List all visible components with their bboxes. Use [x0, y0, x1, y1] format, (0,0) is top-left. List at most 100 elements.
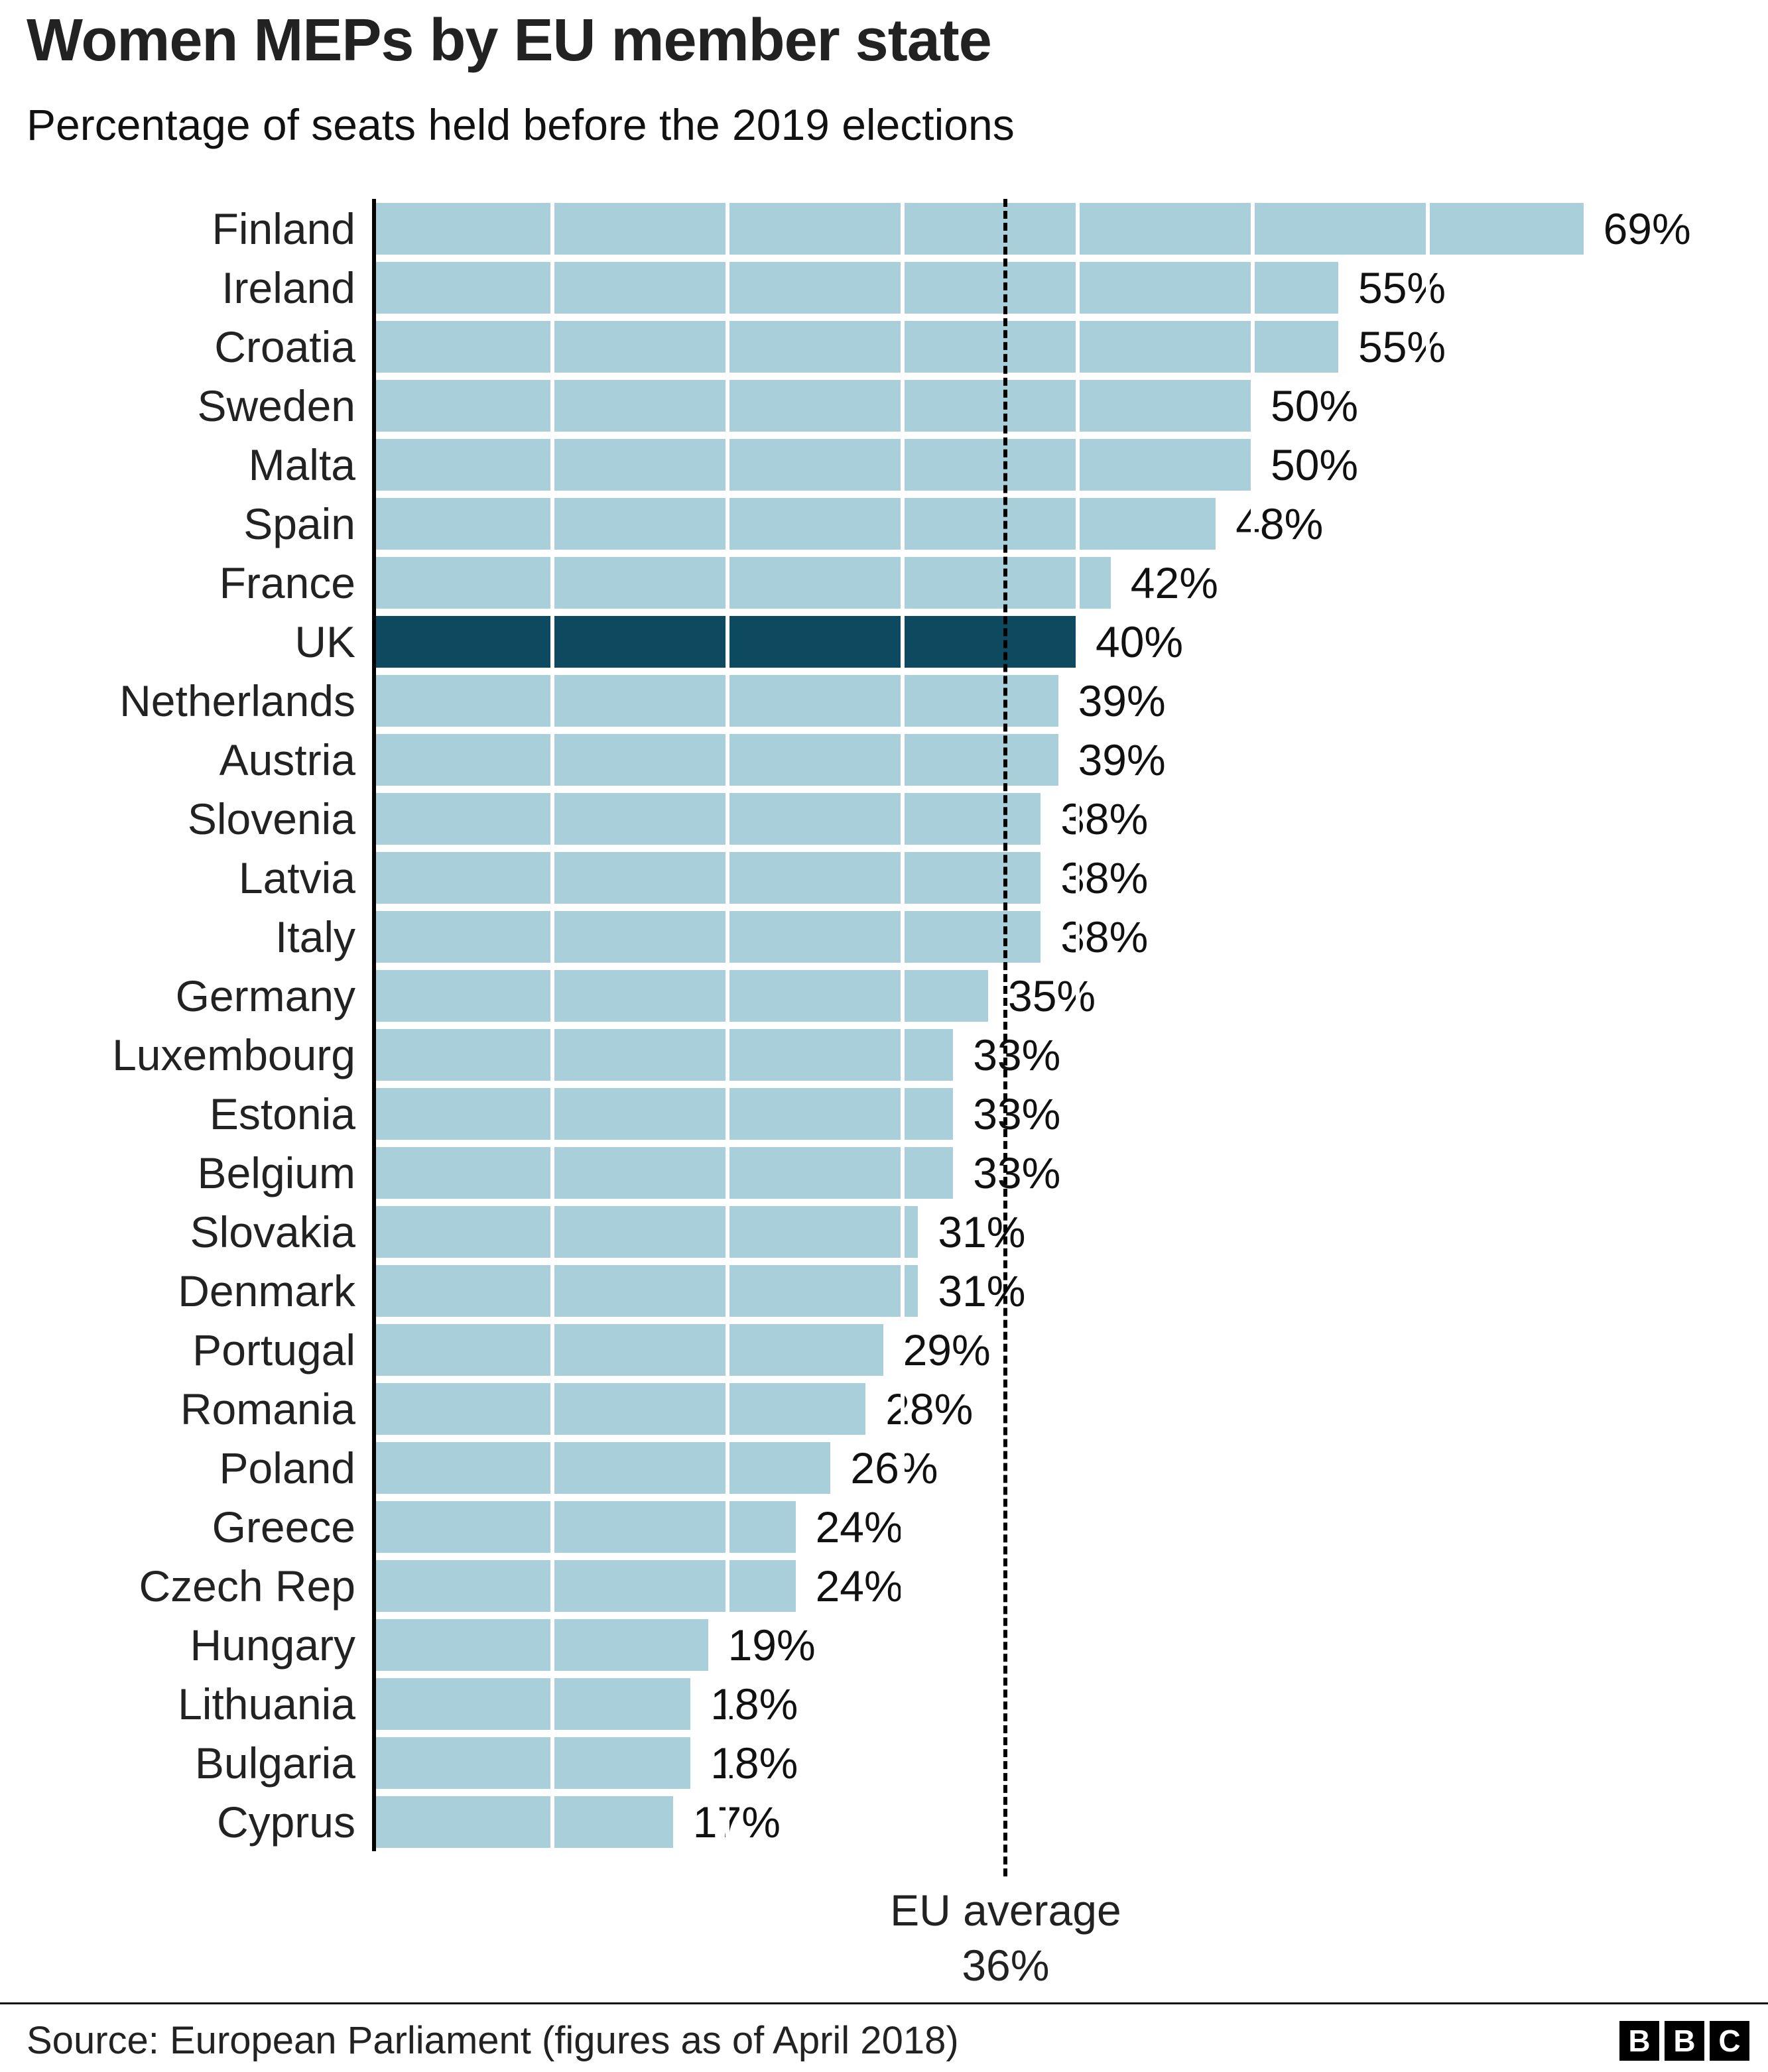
country-label: Germany [175, 971, 355, 1020]
bar-row: Malta 50% [0, 435, 1768, 494]
eu-average-label-text: EU average [890, 1886, 1121, 1935]
country-label: Poland [219, 1443, 355, 1493]
value-label: 55% [1358, 263, 1446, 312]
value-label: 31% [938, 1207, 1026, 1256]
bbc-logo-letter: C [1710, 2021, 1749, 2061]
bar [375, 1500, 796, 1553]
country-label: Estonia [209, 1089, 355, 1138]
country-label: Lithuania [178, 1679, 355, 1729]
value-label: 40% [1096, 617, 1184, 666]
footer-divider [0, 2002, 1768, 2004]
value-label: 50% [1271, 381, 1359, 430]
bar-rows: Finland 69% Ireland 55% Croatia 55% Swed… [0, 199, 1768, 1851]
bar-area: 39% [375, 730, 1768, 789]
bar-row: Italy 38% [0, 907, 1768, 966]
bar [375, 1737, 691, 1789]
bar-row: Estonia 33% [0, 1084, 1768, 1143]
bar [375, 1323, 883, 1376]
bar-row: UK 40% [0, 612, 1768, 671]
country-label: Finland [212, 204, 355, 253]
bar-row: Lithuania 18% [0, 1674, 1768, 1733]
gridline [1076, 199, 1080, 1851]
bar-row: Slovenia 38% [0, 789, 1768, 848]
value-label: 48% [1235, 499, 1324, 548]
chart-title: Women MEPs by EU member state [27, 7, 992, 74]
bar [375, 438, 1251, 491]
value-label: 50% [1271, 440, 1359, 489]
source-text: Source: European Parliament (figures as … [27, 2019, 959, 2062]
gridline [726, 199, 729, 1851]
bar-area: 69% [375, 199, 1768, 258]
country-label: Malta [248, 440, 355, 489]
gridline [901, 199, 905, 1851]
bar-row: Croatia 55% [0, 317, 1768, 376]
country-label: Greece [212, 1502, 355, 1552]
bar-area: 29% [375, 1320, 1768, 1379]
bar [375, 1618, 708, 1671]
value-label: 39% [1078, 676, 1166, 725]
bar-row: Sweden 50% [0, 376, 1768, 435]
bar-row: Portugal 29% [0, 1320, 1768, 1379]
bar-row: Spain 48% [0, 494, 1768, 553]
country-label: Spain [243, 499, 355, 548]
bar-row: France 42% [0, 553, 1768, 612]
value-label: 31% [938, 1266, 1026, 1315]
value-label: 24% [815, 1561, 903, 1611]
bar-area: 26% [375, 1438, 1768, 1497]
value-label: 42% [1130, 558, 1218, 607]
country-label: UK [294, 617, 355, 666]
country-label: Latvia [238, 853, 355, 902]
country-label: Ireland [221, 263, 355, 312]
value-label: 38% [1060, 794, 1149, 843]
bar-chart: Finland 69% Ireland 55% Croatia 55% Swed… [0, 199, 1768, 1876]
value-label: 17% [692, 1797, 781, 1847]
country-label: Portugal [192, 1325, 355, 1374]
bar-area: 50% [375, 435, 1768, 494]
country-label: Denmark [178, 1266, 355, 1315]
bar [375, 261, 1338, 314]
bar [375, 1264, 918, 1317]
country-label: Czech Rep [139, 1561, 356, 1611]
bar-row: Czech Rep 24% [0, 1556, 1768, 1615]
bar-row: Bulgaria 18% [0, 1733, 1768, 1792]
value-label: 28% [885, 1384, 974, 1433]
bbc-logo-letter: B [1665, 2021, 1704, 2061]
bar [375, 910, 1041, 963]
bar-area: 39% [375, 671, 1768, 730]
eu-average-label: EU average 36% [793, 1883, 1218, 1992]
bar [375, 1028, 954, 1081]
bar-area: 33% [375, 1143, 1768, 1202]
bar-row: Hungary 19% [0, 1615, 1768, 1674]
bar-row: Romania 28% [0, 1379, 1768, 1438]
value-label: 26% [850, 1443, 938, 1493]
country-label: France [219, 558, 355, 607]
bar-area: 31% [375, 1261, 1768, 1320]
bbc-logo-letter: B [1619, 2021, 1659, 2061]
value-label: 55% [1358, 322, 1446, 371]
bar-row: Belgium 33% [0, 1143, 1768, 1202]
value-label: 18% [710, 1738, 798, 1788]
bar-area: 48% [375, 494, 1768, 553]
bar-area: 28% [375, 1379, 1768, 1438]
gridline [1426, 199, 1430, 1851]
value-label: 39% [1078, 735, 1166, 784]
bar-row: Poland 26% [0, 1438, 1768, 1497]
country-label: Italy [275, 912, 355, 961]
gridline [550, 199, 554, 1851]
bar-row: Netherlands 39% [0, 671, 1768, 730]
bar-row: Ireland 55% [0, 258, 1768, 317]
bar-area: 33% [375, 1084, 1768, 1143]
bar-row: Austria 39% [0, 730, 1768, 789]
country-label: Netherlands [119, 676, 355, 725]
bar [375, 851, 1041, 904]
gridline [1251, 199, 1255, 1851]
bar [375, 1559, 796, 1612]
bar [375, 1382, 866, 1435]
bar [375, 792, 1041, 845]
value-label: 69% [1603, 204, 1691, 253]
bar [375, 969, 988, 1022]
y-axis-line [372, 199, 376, 1851]
country-label: Belgium [197, 1148, 355, 1197]
bar-row: Finland 69% [0, 199, 1768, 258]
